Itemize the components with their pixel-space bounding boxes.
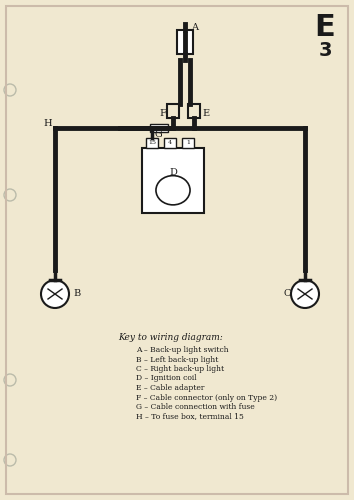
Text: C – Right back-up light: C – Right back-up light	[136, 365, 224, 373]
Text: C: C	[283, 290, 290, 298]
Ellipse shape	[156, 176, 190, 205]
Text: E: E	[315, 14, 335, 42]
Bar	[167, 104, 179, 118]
Text: Key to wiring diagram:: Key to wiring diagram:	[118, 333, 223, 342]
Text: 3: 3	[318, 40, 332, 60]
Bar	[142, 148, 204, 213]
Bar	[146, 138, 158, 148]
Text: D: D	[169, 168, 177, 177]
Text: F – Cable connector (only on Type 2): F – Cable connector (only on Type 2)	[136, 394, 277, 402]
Bar	[188, 104, 200, 118]
Text: H: H	[43, 120, 52, 128]
Bar	[182, 138, 194, 148]
Circle shape	[4, 189, 16, 201]
Text: F: F	[159, 110, 166, 118]
Circle shape	[291, 280, 319, 308]
Circle shape	[4, 374, 16, 386]
Text: A: A	[191, 24, 198, 32]
Text: D – Ignition coil: D – Ignition coil	[136, 374, 196, 382]
Text: B – Left back-up light: B – Left back-up light	[136, 356, 218, 364]
Text: 4: 4	[168, 140, 172, 145]
Text: G – Cable connection with fuse: G – Cable connection with fuse	[136, 403, 255, 411]
Text: A – Back-up light switch: A – Back-up light switch	[136, 346, 229, 354]
Text: G: G	[154, 130, 162, 139]
Bar	[164, 138, 176, 148]
Text: H – To fuse box, terminal 15: H – To fuse box, terminal 15	[136, 412, 244, 420]
Text: B: B	[73, 290, 80, 298]
Bar	[177, 30, 193, 54]
Text: 1: 1	[186, 140, 190, 145]
Circle shape	[41, 280, 69, 308]
Circle shape	[4, 84, 16, 96]
Bar	[150, 124, 168, 132]
Text: E: E	[202, 110, 209, 118]
Text: E – Cable adapter: E – Cable adapter	[136, 384, 204, 392]
Circle shape	[4, 454, 16, 466]
Text: 15: 15	[148, 140, 156, 145]
